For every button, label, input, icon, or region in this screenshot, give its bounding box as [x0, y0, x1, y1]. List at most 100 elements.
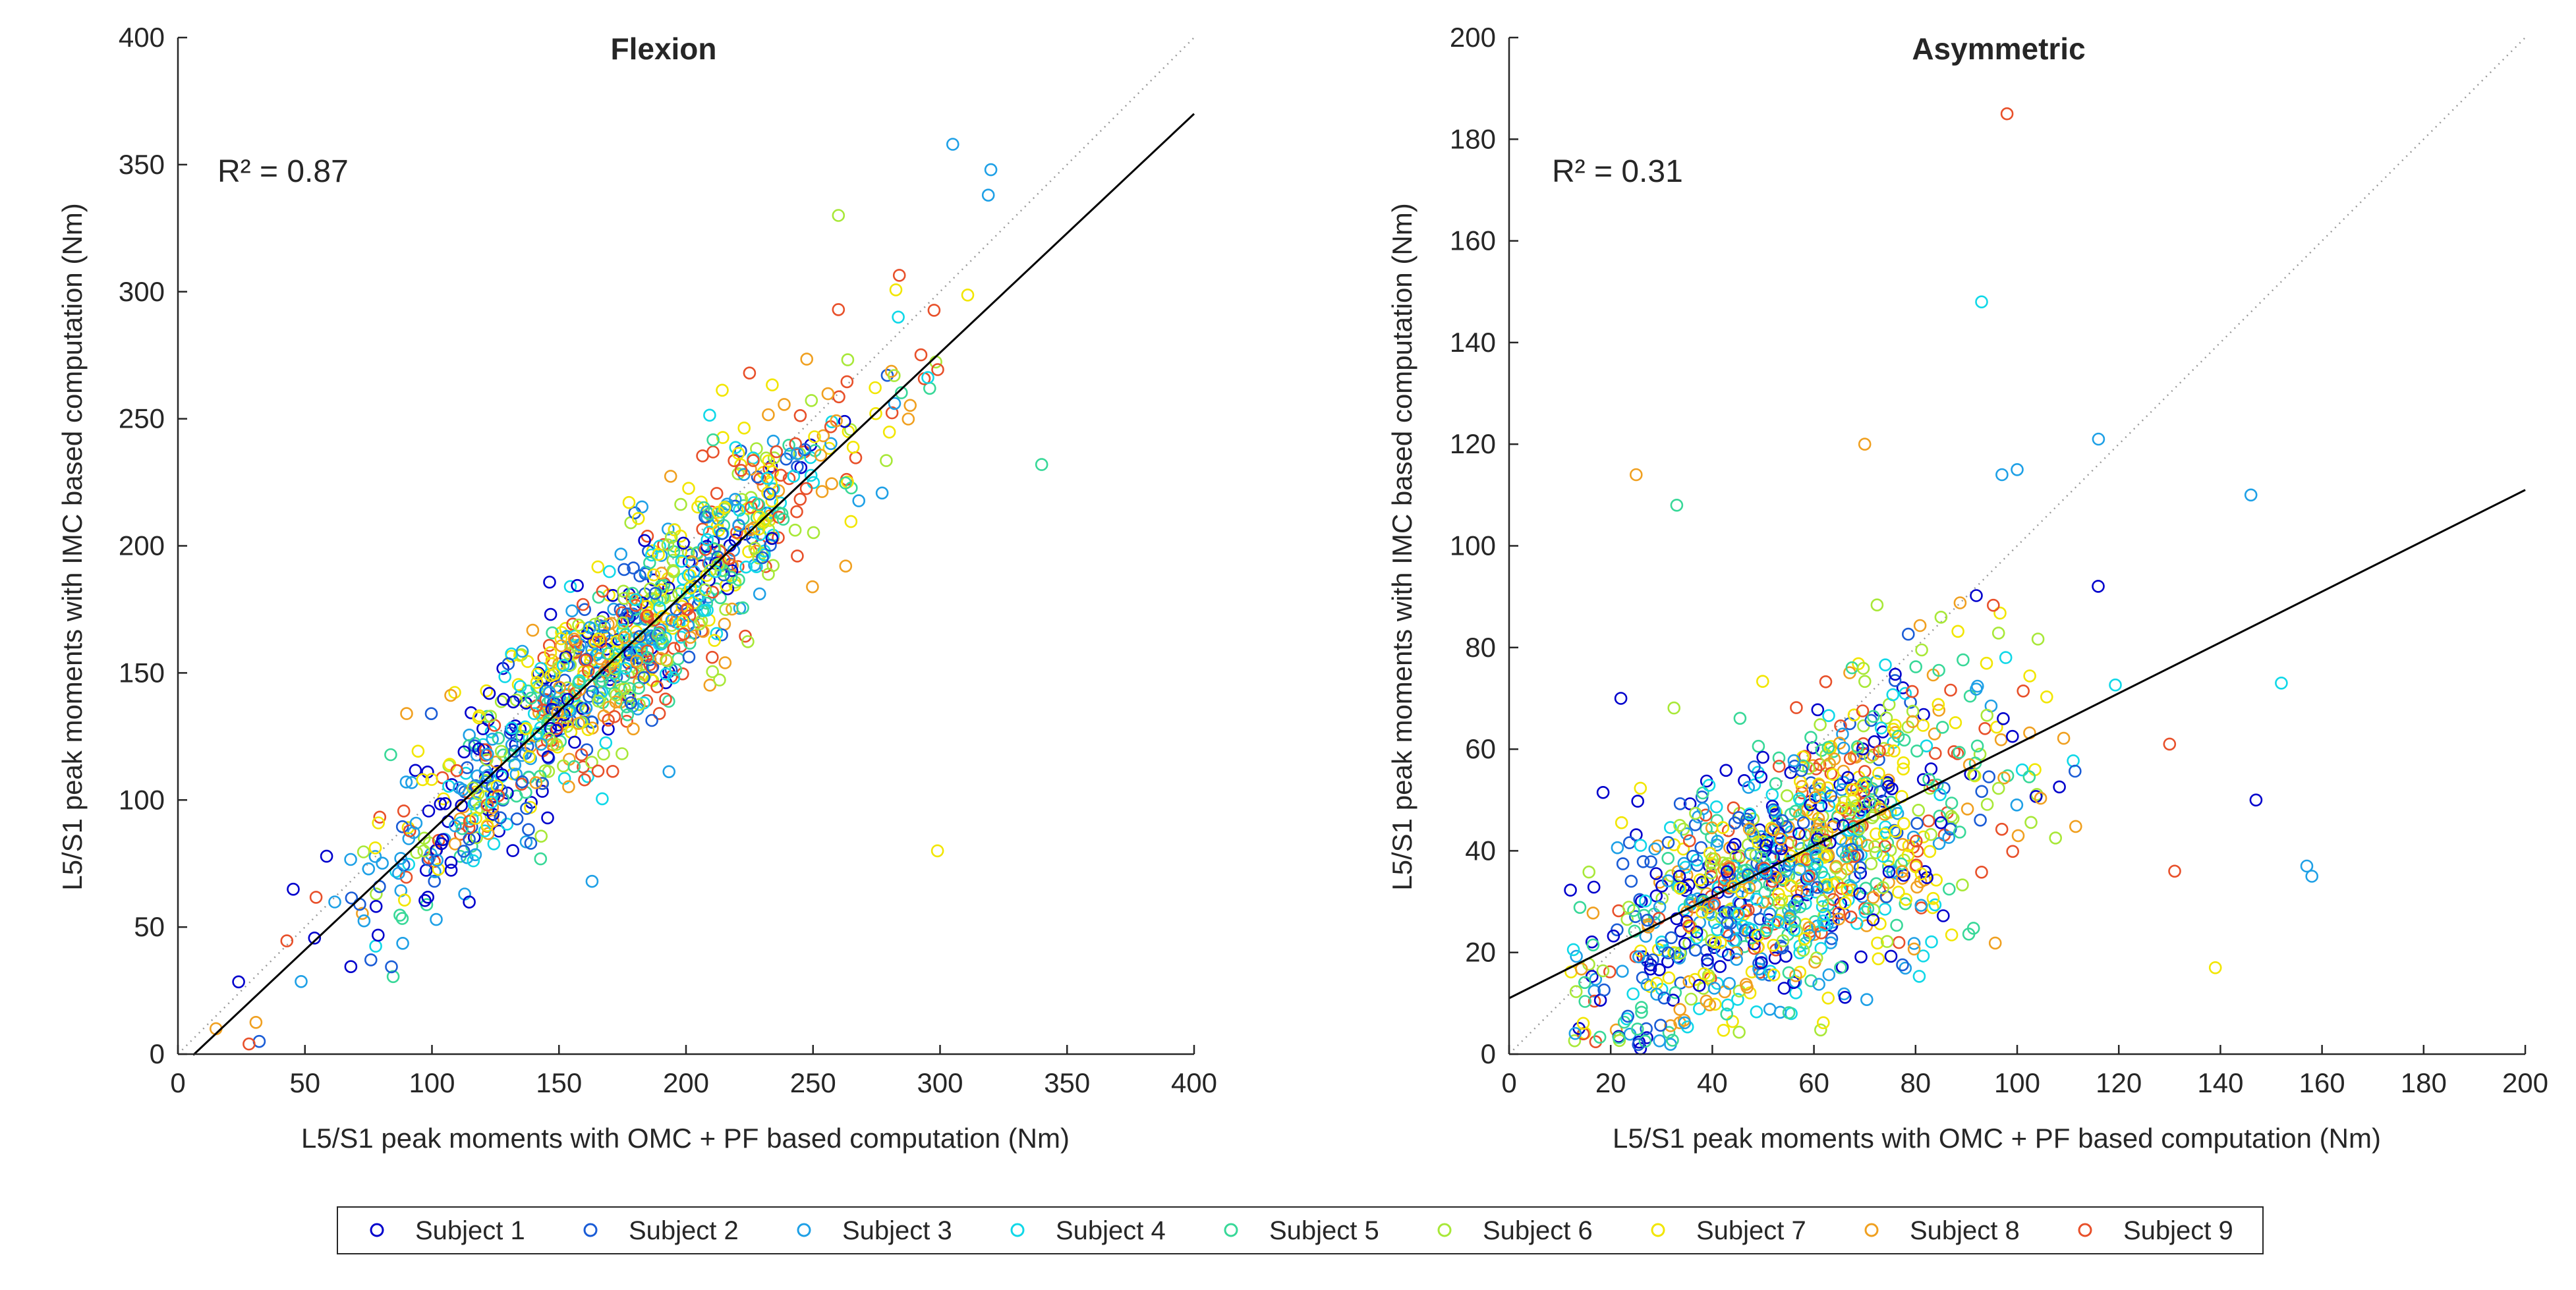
data-point	[640, 694, 654, 708]
data-point	[1881, 743, 1895, 757]
data-point	[1829, 860, 1843, 873]
data-point	[1707, 858, 1720, 872]
data-point	[762, 454, 775, 468]
data-point	[1703, 998, 1717, 1011]
legend-label: Subject 3	[842, 1216, 952, 1245]
data-point	[356, 907, 369, 920]
data-point	[624, 696, 638, 710]
data-point	[645, 714, 658, 727]
data-point	[1816, 900, 1829, 913]
data-point	[579, 701, 593, 715]
data-point	[616, 616, 629, 630]
data-point	[620, 715, 633, 728]
data-point	[1644, 963, 1657, 976]
data-point	[712, 524, 726, 537]
data-point	[1655, 891, 1669, 905]
data-point	[484, 725, 498, 739]
data-point	[1648, 842, 1661, 856]
data-point	[572, 676, 585, 689]
data-point	[1674, 976, 1688, 990]
data-point	[1694, 873, 1707, 887]
data-point	[457, 845, 471, 858]
data-point	[1720, 925, 1733, 939]
data-point	[737, 421, 751, 435]
data-point	[2069, 820, 2082, 833]
data-point	[482, 687, 496, 700]
data-point	[635, 500, 649, 514]
data-point	[728, 493, 742, 506]
data-point	[617, 584, 630, 598]
data-point	[1705, 934, 1718, 947]
data-point	[741, 635, 755, 648]
data-point	[568, 735, 581, 749]
data-point	[643, 658, 656, 671]
data-point	[450, 764, 464, 777]
y-tick-label: 120	[1450, 428, 1496, 459]
data-point	[1934, 816, 1948, 829]
data-point	[567, 632, 581, 646]
x-tick-label: 0	[170, 1067, 185, 1098]
data-point	[1670, 912, 1684, 926]
data-point	[1835, 801, 1848, 815]
data-point	[1850, 740, 1864, 754]
data-point	[1789, 804, 1802, 818]
data-point	[1653, 1034, 1666, 1048]
data-point	[1657, 992, 1671, 1005]
data-point	[417, 844, 431, 858]
data-point	[1568, 1026, 1582, 1040]
data-point	[641, 609, 654, 623]
data-point	[1899, 961, 1912, 975]
data-point	[494, 811, 507, 824]
y-tick-label: 0	[150, 1038, 165, 1069]
data-point	[2022, 770, 2036, 783]
data-point	[683, 631, 697, 644]
data-point	[703, 679, 717, 692]
data-point	[1612, 1031, 1626, 1044]
data-point	[1873, 744, 1886, 758]
data-point	[531, 726, 544, 740]
data-point	[1912, 804, 1925, 817]
data-point	[806, 580, 819, 594]
data-point	[1878, 839, 1892, 853]
data-point	[807, 526, 820, 540]
data-point	[1777, 982, 1791, 995]
data-point	[791, 549, 804, 563]
data-point	[1732, 1025, 1746, 1039]
data-point	[1910, 744, 1924, 758]
data-point	[681, 602, 695, 616]
legend-entry: Subject 9	[2078, 1216, 2233, 1245]
data-point	[376, 856, 389, 870]
data-point	[1874, 917, 1887, 930]
data-point	[542, 686, 556, 699]
data-point	[1698, 967, 1711, 980]
data-point	[544, 721, 558, 735]
data-point	[1843, 752, 1857, 766]
data-point	[629, 593, 643, 607]
data-point	[617, 682, 631, 695]
data-point	[1988, 936, 2002, 950]
data-point	[632, 681, 646, 695]
data-point	[592, 694, 605, 708]
data-point	[1813, 779, 1826, 792]
data-point	[596, 584, 610, 598]
data-point	[591, 560, 605, 574]
data-point	[1864, 857, 1878, 870]
data-point	[1611, 841, 1624, 855]
regression-line-path	[1508, 489, 2526, 999]
data-point	[815, 485, 829, 498]
data-point	[1784, 879, 1798, 893]
data-point	[1705, 852, 1719, 866]
data-point	[1844, 911, 1858, 924]
data-point	[473, 800, 487, 814]
data-point	[1680, 868, 1694, 882]
data-point	[1750, 1005, 1763, 1019]
x-tick-label: 200	[663, 1067, 709, 1098]
x-tick-label: 100	[1994, 1067, 2040, 1098]
data-point	[1596, 786, 1610, 799]
data-point	[1944, 683, 1957, 697]
y-tick-label: 20	[1465, 937, 1496, 968]
data-point	[1942, 831, 1955, 844]
data-point	[981, 188, 995, 202]
data-point	[1578, 976, 1591, 990]
data-point	[1635, 1005, 1648, 1019]
